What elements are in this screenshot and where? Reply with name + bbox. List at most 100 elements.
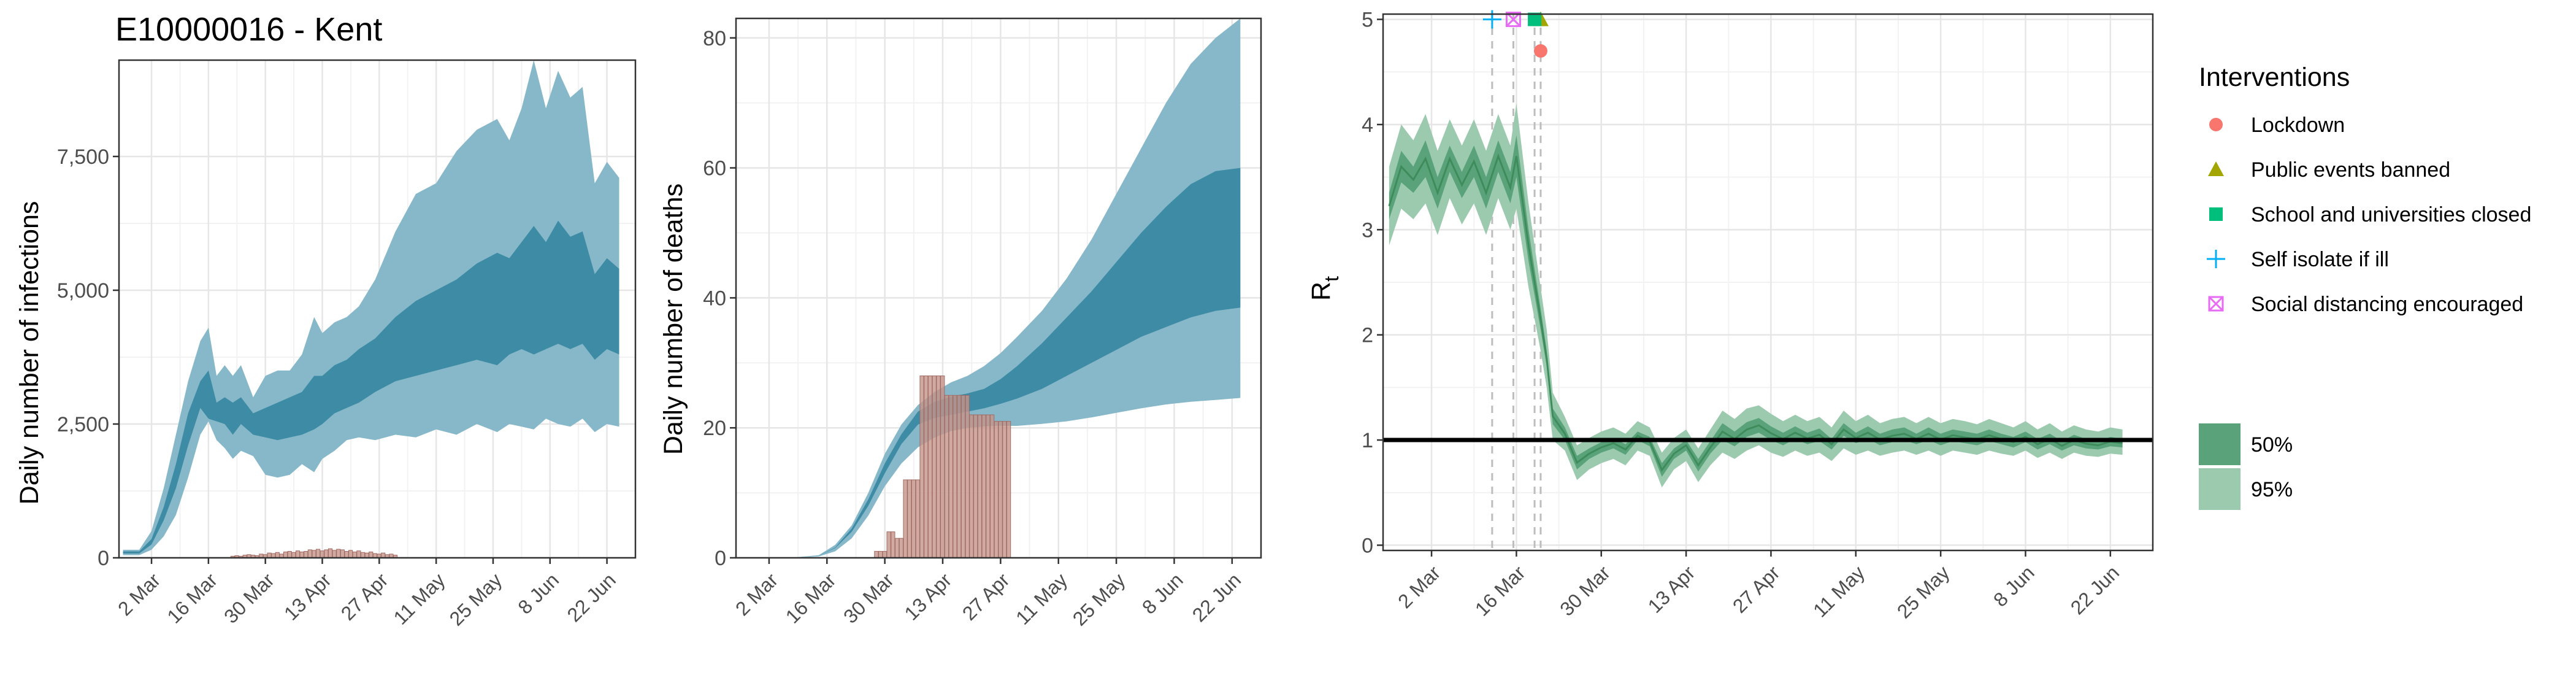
observed-bar <box>911 479 916 558</box>
x-tick-label: 25 May <box>1893 561 1954 623</box>
observed-bar <box>1006 421 1011 558</box>
x-tick-label: 30 Mar <box>220 569 278 628</box>
observed-bar <box>291 552 296 558</box>
x-tick-label: 25 May <box>1068 569 1130 630</box>
deaths-y-axis-title: Daily number of deaths <box>659 183 688 455</box>
y-tick-label: 20 <box>703 417 726 440</box>
y-tick-label: 0 <box>1362 534 1373 557</box>
legend-key-social-distancing-encouraged-box <box>2208 296 2224 312</box>
y-tick-label: 0 <box>715 547 726 570</box>
rt-y-axis-title-sub: t <box>1321 276 1343 282</box>
observed-bar <box>981 414 986 558</box>
observed-bar <box>932 375 937 558</box>
band-95 <box>123 60 619 555</box>
legend-key-lockdown <box>2209 118 2223 131</box>
observed-bar <box>907 479 912 558</box>
rt-y-axis-title: Rt <box>1306 276 1343 301</box>
x-tick-label: 22 Jun <box>1188 569 1245 626</box>
band-50 <box>748 168 1241 558</box>
legend: Interventions Lockdown Public events bann… <box>2199 63 2531 510</box>
x-tick-label: 16 Mar <box>1471 561 1530 620</box>
y-tick-label: 5 <box>1362 9 1373 32</box>
x-tick-label: 27 Apr <box>337 569 393 625</box>
legend-key-social-distancing-encouraged-d2 <box>2208 296 2224 312</box>
y-tick-label: 80 <box>703 27 726 50</box>
x-tick-label: 27 Apr <box>958 569 1014 625</box>
x-tick-label: 8 Jun <box>1138 569 1187 619</box>
legend-item-label: Social distancing encouraged <box>2251 293 2523 316</box>
observed-bar <box>369 551 374 558</box>
legend-item-label: Public events banned <box>2251 158 2450 182</box>
observed-bar <box>998 421 1003 558</box>
band-50 <box>123 220 619 554</box>
observed-bar <box>352 551 357 558</box>
legend-key-public-events-banned <box>2208 161 2224 176</box>
observed-bar <box>960 395 966 558</box>
band-50 <box>1389 135 2123 477</box>
x-tick-label: 11 May <box>389 569 450 629</box>
y-tick-label: 1 <box>1362 429 1373 452</box>
observed-bar <box>927 375 933 558</box>
x-tick-label: 13 Apr <box>1644 561 1700 617</box>
observed-bar <box>990 414 995 558</box>
observed-bar <box>924 375 929 558</box>
observed-bar <box>882 550 887 558</box>
y-tick-label: 2 <box>1362 324 1373 347</box>
legend-band-swatch-95 <box>2199 468 2241 510</box>
observed-bar <box>312 550 316 558</box>
observed-bar <box>287 551 292 558</box>
observed-bar <box>915 479 920 558</box>
observed-bar <box>944 395 949 558</box>
rt-y-axis-title-main: R <box>1306 282 1336 301</box>
observed-bar <box>344 551 349 558</box>
observed-bar <box>283 551 288 558</box>
observed-bar <box>332 550 337 558</box>
observed-bar <box>874 550 879 558</box>
observed-bar <box>360 552 366 558</box>
x-tick-label: 16 Mar <box>163 569 221 628</box>
intervention-marker-self-isolate-if-ill <box>1482 10 1501 29</box>
x-tick-label: 13 Apr <box>900 569 956 625</box>
observed-bar <box>304 551 309 558</box>
x-tick-label: 11 May <box>1809 561 1869 622</box>
observed-bar <box>356 550 361 558</box>
observed-bar <box>969 414 974 558</box>
observed-bar <box>891 531 895 558</box>
infections-y-axis-title: Daily number of infections <box>15 201 44 505</box>
x-tick-label: 11 May <box>1011 569 1071 629</box>
observed-bar <box>899 538 903 558</box>
observed-bar <box>336 549 341 558</box>
x-tick-label: 25 May <box>445 569 507 630</box>
legend-key-social-distancing-encouraged <box>2208 296 2224 312</box>
observed-bar <box>316 549 321 558</box>
observed-bar <box>936 375 941 558</box>
observed-bar <box>965 395 970 558</box>
observed-bar <box>324 549 329 558</box>
legend-key-self-isolate-if-ill <box>2207 250 2225 268</box>
x-tick-label: 22 Jun <box>563 569 620 626</box>
observed-bar <box>973 414 978 558</box>
intervention-marker-lockdown <box>1533 44 1547 58</box>
observed-bar <box>948 395 953 558</box>
y-tick-label: 40 <box>703 287 726 310</box>
x-tick-label: 22 Jun <box>2066 561 2123 619</box>
legend-item-label: Self isolate if ill <box>2251 248 2389 271</box>
intervention-marker-school-and-universities-closed <box>1528 12 1542 26</box>
x-tick-label: 2 Mar <box>113 569 165 620</box>
x-tick-label: 30 Mar <box>839 569 898 628</box>
observed-bar <box>878 550 883 558</box>
x-tick-label: 2 Mar <box>731 569 783 620</box>
observed-bar <box>977 414 983 558</box>
observed-bar <box>307 549 312 558</box>
observed-bar <box>320 550 324 558</box>
x-tick-label: 2 Mar <box>1393 561 1445 613</box>
chart-title: E10000016 - Kent <box>115 11 382 48</box>
legend-key-school-and-universities-closed <box>2209 207 2223 221</box>
y-tick-label: 60 <box>703 157 726 180</box>
rt-median-line <box>1388 153 2123 472</box>
legend-item-label: School and universities closed <box>2251 203 2531 226</box>
x-tick-label: 30 Mar <box>1555 561 1614 620</box>
observed-bar <box>986 414 991 558</box>
